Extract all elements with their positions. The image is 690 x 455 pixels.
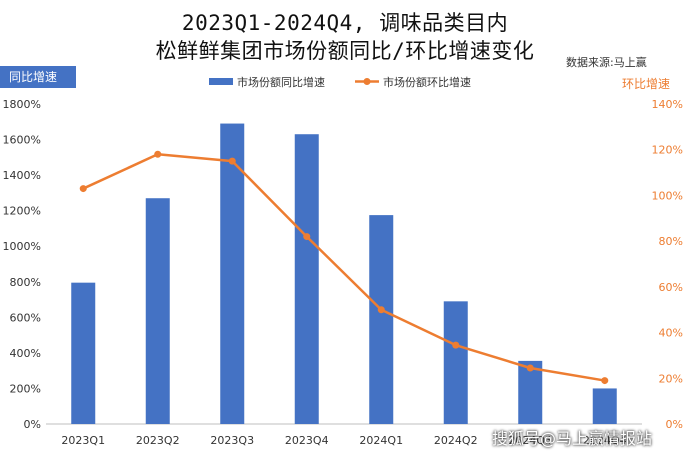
watermark: 搜狐号@马上赢情报站 [492, 429, 653, 448]
line-point [303, 233, 311, 241]
bar [294, 134, 319, 424]
x-tick-label: 2023Q1 [61, 434, 105, 447]
right-tick-label: 80% [659, 235, 683, 248]
bar [145, 198, 170, 424]
x-tick-label: 2024Q3 [508, 434, 552, 447]
line-series [79, 150, 609, 385]
x-tick-label: 2024Q1 [359, 434, 403, 447]
left-tick-label: 1800% [3, 98, 41, 111]
left-tick-label: 800% [10, 276, 41, 289]
left-tick-label: 1600% [3, 134, 41, 147]
left-tick-label: 1000% [3, 240, 41, 253]
series-line [82, 153, 605, 382]
bar [220, 123, 245, 425]
line-point [79, 185, 87, 193]
x-tick-label: 2023Q2 [136, 434, 180, 447]
line-point [526, 364, 534, 372]
x-tick-label: 2023Q4 [285, 434, 329, 447]
bar [443, 301, 468, 424]
x-tick-label: 2023Q3 [210, 434, 254, 447]
line-point [228, 157, 236, 165]
bar [71, 282, 96, 424]
legend-bar-label: 市场份额同比增速 [237, 75, 325, 89]
left-tick-label: 1200% [3, 205, 41, 218]
line-point [601, 377, 609, 385]
left-tick-label: 400% [10, 347, 41, 360]
right-tick-label: 40% [659, 327, 683, 340]
x-tick-label: 2024Q4 [583, 434, 627, 447]
x-tick-label: 2024Q2 [434, 434, 478, 447]
bar [592, 388, 617, 424]
legend: 市场份额同比增速 市场份额环比增速 [209, 75, 471, 89]
right-axis-badge: 环比增速 [622, 77, 671, 91]
right-tick-label: 20% [659, 372, 683, 385]
line-point [452, 341, 460, 349]
data-source-note: 数据来源:马上赢 [566, 56, 647, 69]
left-tick-label: 1400% [3, 169, 41, 182]
chart-title-line2: 松鲜鲜集团市场份额同比/环比增速变化 [155, 39, 535, 63]
right-tick-label: 120% [652, 144, 683, 157]
left-axis-ticks: 0% 200% 400% 600% 800% 1000% 1200% 1400% 1600% 18… [3, 98, 41, 431]
line-point [154, 150, 162, 158]
chart-title-line1: 2023Q1-2024Q4, 调味品类目内 [181, 11, 509, 35]
left-axis-badge: 同比增速 [0, 66, 76, 88]
legend-line-label: 市场份额环比增速 [383, 75, 471, 89]
right-tick-label: 0% [666, 418, 683, 431]
bar [369, 215, 394, 424]
x-axis-ticks: 2023Q1 2023Q2 2023Q3 2023Q4 2024Q1 2024Q2 2024… [61, 434, 626, 447]
left-tick-label: 600% [10, 311, 41, 324]
left-tick-label: 0% [24, 418, 41, 431]
right-tick-label: 60% [659, 281, 683, 294]
line-point [377, 306, 385, 314]
right-tick-label: 140% [652, 98, 683, 111]
right-axis-ticks: 0% 20% 40% 60% 80% 100% 120% 140% [652, 98, 683, 431]
legend-line-marker [363, 78, 371, 85]
right-tick-label: 100% [652, 189, 683, 202]
legend-bar-swatch [209, 78, 233, 85]
bar-series [71, 123, 617, 425]
left-tick-label: 200% [10, 382, 41, 395]
